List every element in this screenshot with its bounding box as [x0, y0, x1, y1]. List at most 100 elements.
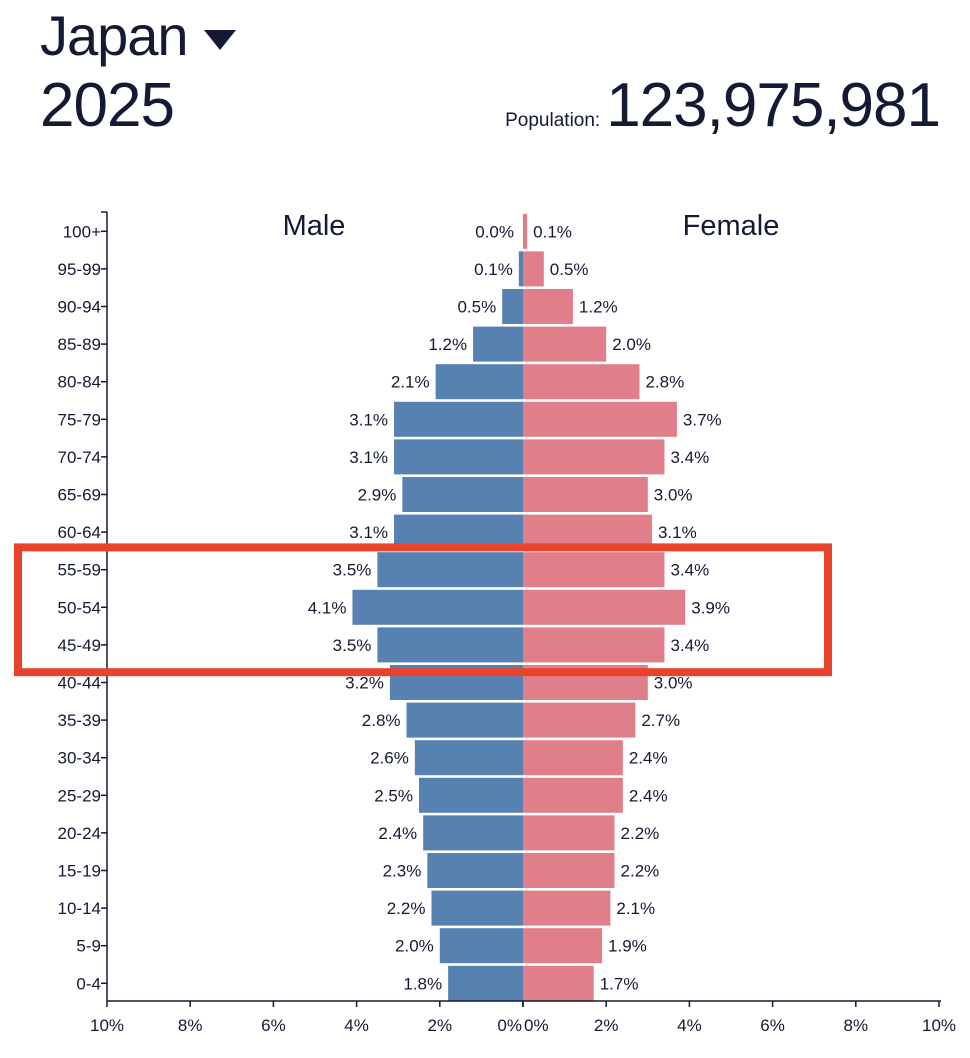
female-bar-15-19: [523, 853, 615, 888]
caret-down-icon[interactable]: [203, 30, 236, 50]
male-bar-70-74: [394, 439, 523, 475]
male-bar-0-4: [448, 965, 523, 1001]
male-value-label-25-29: 2.5%: [374, 786, 413, 805]
female-value-label-65-69: 3.0%: [654, 486, 693, 505]
male-bar-55-59: [377, 552, 523, 588]
labels-layer: 100+ 0.0% 0.1% 95-99 0.1% 0.5% 90-94 0.5% 1.2% 85…: [58, 210, 780, 993]
age-label-10-14: 10-14: [58, 899, 101, 918]
population-label: Population:: [505, 110, 601, 131]
male-bar-25-29: [419, 777, 523, 813]
male-value-label-90-94: 0.5%: [457, 298, 496, 317]
female-bar-70-74: [523, 439, 665, 475]
female-bar-35-39: [523, 702, 636, 738]
country-name[interactable]: Japan: [40, 4, 189, 67]
axes-layer: 10% 8% 6% 4% 2% 0% 0% 2% 4% 6% 8% 10%: [90, 211, 956, 1035]
male-value-label-65-69: 2.9%: [358, 486, 397, 505]
x-tick-label-5: 0%: [497, 1016, 522, 1035]
female-bar-100+: [523, 213, 528, 249]
year-label: 2025: [40, 71, 175, 140]
female-bar-10-14: [523, 890, 611, 926]
x-tick-label-6: 0%: [524, 1016, 549, 1035]
male-bar-45-49: [377, 627, 523, 663]
male-value-label-35-39: 2.8%: [362, 711, 401, 730]
male-value-label-75-79: 3.1%: [349, 410, 388, 429]
female-bar-20-24: [523, 815, 615, 851]
male-bar-5-9: [439, 928, 523, 964]
population-value: 123,975,981: [606, 71, 941, 140]
age-label-55-59: 55-59: [58, 561, 101, 580]
age-label-90-94: 90-94: [58, 298, 101, 317]
female-value-label-25-29: 2.4%: [629, 786, 668, 805]
age-label-45-49: 45-49: [58, 636, 101, 655]
x-tick-label-11: 10%: [922, 1016, 956, 1035]
x-tick-label-4: 2%: [428, 1016, 453, 1035]
male-bar-10-14: [431, 890, 523, 926]
male-bar-80-84: [435, 364, 523, 400]
female-value-label-35-39: 2.7%: [641, 711, 680, 730]
age-label-95-99: 95-99: [58, 260, 101, 279]
age-label-80-84: 80-84: [58, 373, 101, 392]
age-label-75-79: 75-79: [58, 410, 101, 429]
female-value-label-85-89: 2.0%: [612, 335, 651, 354]
female-bar-30-34: [523, 740, 623, 776]
female-value-label-95-99: 0.5%: [550, 260, 589, 279]
male-value-label-70-74: 3.1%: [349, 448, 388, 467]
x-tick-label-8: 4%: [677, 1016, 702, 1035]
age-label-25-29: 25-29: [58, 786, 101, 805]
age-label-70-74: 70-74: [58, 448, 101, 467]
male-value-label-85-89: 1.2%: [428, 335, 467, 354]
x-tick-label-2: 6%: [261, 1016, 286, 1035]
country-selector[interactable]: Japan: [40, 4, 236, 68]
x-tick-label-9: 6%: [760, 1016, 785, 1035]
male-series-label: Male: [283, 210, 346, 242]
female-value-label-80-84: 2.8%: [645, 373, 684, 392]
x-tick-label-0: 10%: [90, 1016, 124, 1035]
age-label-0-4: 0-4: [76, 974, 101, 993]
age-label-40-44: 40-44: [58, 674, 101, 693]
male-value-label-10-14: 2.2%: [387, 899, 426, 918]
female-bar-85-89: [523, 326, 607, 362]
age-label-5-9: 5-9: [76, 937, 101, 956]
female-bar-80-84: [523, 364, 640, 400]
female-value-label-0-4: 1.7%: [600, 974, 639, 993]
male-bar-65-69: [402, 477, 523, 512]
male-value-label-45-49: 3.5%: [333, 636, 372, 655]
female-value-label-20-24: 2.2%: [621, 824, 660, 843]
male-value-label-40-44: 3.2%: [345, 674, 384, 693]
overlay-layer: [14, 543, 832, 677]
age-label-15-19: 15-19: [58, 862, 101, 881]
female-series-label: Female: [683, 210, 780, 242]
age-label-20-24: 20-24: [58, 824, 101, 843]
female-bar-95-99: [523, 251, 544, 287]
age-label-35-39: 35-39: [58, 711, 101, 730]
male-value-label-60-64: 3.1%: [349, 523, 388, 542]
age-label-30-34: 30-34: [58, 749, 101, 768]
female-value-label-90-94: 1.2%: [579, 298, 618, 317]
female-value-label-40-44: 3.0%: [654, 674, 693, 693]
female-value-label-50-54: 3.9%: [691, 598, 730, 617]
female-value-label-70-74: 3.4%: [670, 448, 709, 467]
male-bar-30-34: [414, 740, 523, 776]
female-value-label-60-64: 3.1%: [658, 523, 697, 542]
male-bar-50-54: [352, 589, 523, 625]
male-bar-35-39: [406, 702, 523, 738]
male-value-label-20-24: 2.4%: [378, 824, 417, 843]
age-label-60-64: 60-64: [58, 523, 101, 542]
male-bar-15-19: [427, 853, 523, 888]
female-value-label-75-79: 3.7%: [683, 410, 722, 429]
male-value-label-30-34: 2.6%: [370, 749, 409, 768]
age-label-65-69: 65-69: [58, 486, 101, 505]
age-label-85-89: 85-89: [58, 335, 101, 354]
female-value-label-30-34: 2.4%: [629, 749, 668, 768]
female-value-label-100+: 0.1%: [533, 222, 572, 241]
female-value-label-10-14: 2.1%: [616, 899, 655, 918]
male-value-label-55-59: 3.5%: [333, 561, 372, 580]
female-value-label-55-59: 3.4%: [670, 561, 709, 580]
age-label-50-54: 50-54: [58, 598, 101, 617]
female-bar-25-29: [523, 777, 623, 813]
male-bar-95-99: [518, 251, 523, 287]
population-display: Population: 123,975,981: [505, 71, 941, 140]
female-bar-50-54: [523, 589, 686, 625]
female-bar-45-49: [523, 627, 665, 663]
